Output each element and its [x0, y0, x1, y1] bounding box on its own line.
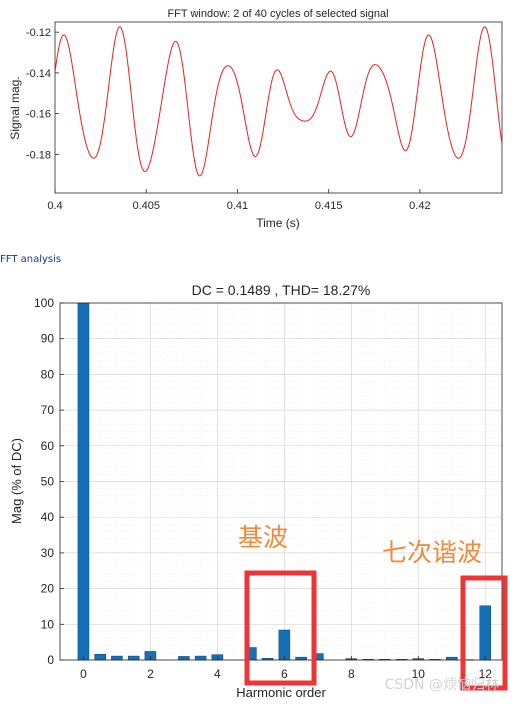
harmonic-bar [94, 654, 106, 661]
time-x-axis-label: Time (s) [256, 216, 300, 230]
harmonic-bar [445, 656, 458, 661]
signal-line [54, 26, 503, 177]
spectrum-x-tick-label: 6 [281, 667, 288, 681]
time-plot-area [54, 21, 503, 194]
spectrum-y-tick-label: 50 [41, 475, 55, 489]
spectrum-y-axis-label: Mag (% of DC) [9, 438, 24, 524]
spectrum-x-ticks: 0 2 4 6 8 10 12 [80, 656, 492, 681]
fundamental-highlight-box [244, 570, 317, 686]
time-y-axis-label: Signal mag. [8, 76, 22, 139]
spectrum-y-tick-label: 20 [41, 582, 55, 596]
harmonic-bar [295, 656, 307, 661]
harmonic-bar [278, 629, 291, 661]
spectrum-y-tick-label: 10 [41, 617, 55, 631]
harmonic-spectrum-chart: 0 2 4 6 8 10 12 0 10 20 30 40 50 60 70 80 90 100 DC = 0.… [9, 282, 503, 700]
harmonic-bar [479, 605, 492, 661]
time-y-tick-label: -0.18 [26, 149, 51, 161]
spectrum-y-tick-label: 40 [41, 510, 55, 524]
spectrum-y-tick-label: 0 [47, 653, 54, 667]
harmonic-bar [111, 655, 123, 661]
spectrum-y-tick-label: 60 [41, 439, 55, 453]
time-y-tick-label: -0.14 [26, 68, 51, 80]
spectrum-y-tick-label: 70 [41, 403, 55, 417]
fft-analysis-panel-label: FFT analysis [0, 254, 62, 265]
time-x-tick-label: 0.415 [315, 200, 343, 212]
spectrum-y-tick-label: 30 [41, 546, 55, 560]
spectrum-x-tick-label: 12 [479, 667, 493, 681]
time-chart-title: FFT window: 2 of 40 cycles of selected s… [167, 8, 388, 20]
time-y-tick-label: -0.16 [26, 109, 51, 121]
annotations: 基波 七次谐波 [238, 524, 508, 691]
spectrum-x-tick-label: 0 [80, 667, 87, 681]
harmonic-bar [178, 656, 190, 661]
time-y-tick-label: -0.12 [26, 27, 51, 39]
spectrum-x-tick-label: 4 [214, 667, 221, 681]
spectrum-y-tick-label: 80 [41, 367, 55, 381]
harmonic-bar [194, 655, 207, 661]
time-y-ticks: -0.12 -0.14 -0.16 -0.18 [26, 27, 59, 161]
time-signal-chart: FFT window: 2 of 40 cycles of selected s… [8, 8, 503, 230]
spectrum-x-tick-label: 10 [412, 667, 426, 681]
time-x-tick-label: 0.4 [47, 200, 62, 212]
spectrum-title: DC = 0.1489 , THD= 18.27% [192, 282, 371, 298]
seventh-harmonic-highlight-box [460, 575, 508, 691]
fundamental-label: 基波 [238, 524, 288, 552]
spectrum-x-axis-label: Harmonic order [236, 685, 326, 700]
time-x-ticks: 0.4 0.405 0.41 0.415 0.42 [47, 189, 431, 212]
watermark: CSDN @烦恼归林 [384, 677, 499, 693]
seventh-harmonic-label: 七次谐波 [382, 539, 482, 567]
harmonic-bar [77, 302, 90, 661]
spectrum-y-tick-label: 100 [34, 296, 54, 310]
spectrum-x-tick-label: 8 [348, 667, 355, 681]
spectrum-y-tick-label: 90 [41, 332, 55, 346]
time-x-tick-label: 0.42 [409, 200, 430, 212]
harmonic-bar [127, 655, 140, 661]
time-x-tick-label: 0.41 [227, 200, 248, 212]
time-x-tick-label: 0.405 [132, 200, 160, 212]
spectrum-y-ticks: 0 10 20 30 40 50 60 70 80 90 100 [34, 296, 64, 667]
spectrum-x-tick-label: 2 [147, 667, 154, 681]
